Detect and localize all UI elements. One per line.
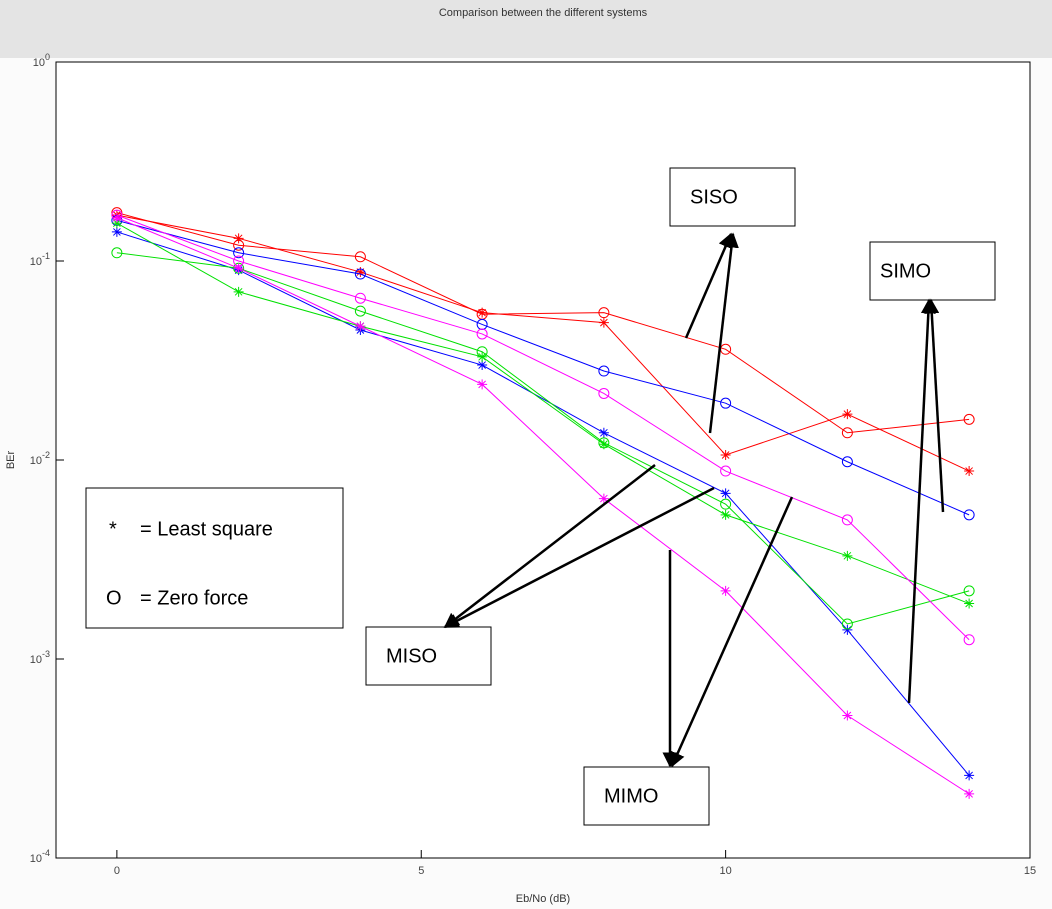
x-tick-label: 10 — [720, 865, 732, 877]
marker — [721, 586, 731, 596]
y-axis-label: BEr — [5, 450, 17, 469]
marker — [842, 409, 852, 419]
legend-symbol: * — [109, 518, 117, 540]
marker — [721, 488, 731, 498]
x-axis-label: Eb/No (dB) — [516, 893, 570, 905]
annotation: SIMO — [880, 260, 931, 282]
marker — [842, 711, 852, 721]
x-tick-label: 15 — [1024, 865, 1036, 877]
x-tick-label: 5 — [418, 865, 424, 877]
annotation: MIMO — [604, 785, 658, 807]
marker — [721, 510, 731, 520]
marker — [964, 599, 974, 609]
marker — [112, 213, 122, 223]
marker — [477, 379, 487, 389]
marker — [842, 625, 852, 635]
legend-text: = Zero force — [140, 587, 248, 609]
x-tick-label: 0 — [114, 865, 120, 877]
annotation: MISO — [386, 645, 437, 667]
legend-text: = Least square — [140, 518, 273, 540]
marker — [599, 428, 609, 438]
marker — [964, 789, 974, 799]
legend-symbol: O — [106, 587, 122, 609]
marker — [842, 551, 852, 561]
marker — [234, 287, 244, 297]
marker — [721, 450, 731, 460]
chart-title: Comparison between the different systems — [439, 7, 648, 19]
marker — [964, 466, 974, 476]
marker — [964, 770, 974, 780]
marker — [355, 321, 365, 331]
chart: 05101510-410-310-210-1100 Comparison bet… — [0, 0, 1052, 909]
annotation: SISO — [690, 186, 738, 208]
marker — [599, 318, 609, 328]
marker — [112, 227, 122, 237]
